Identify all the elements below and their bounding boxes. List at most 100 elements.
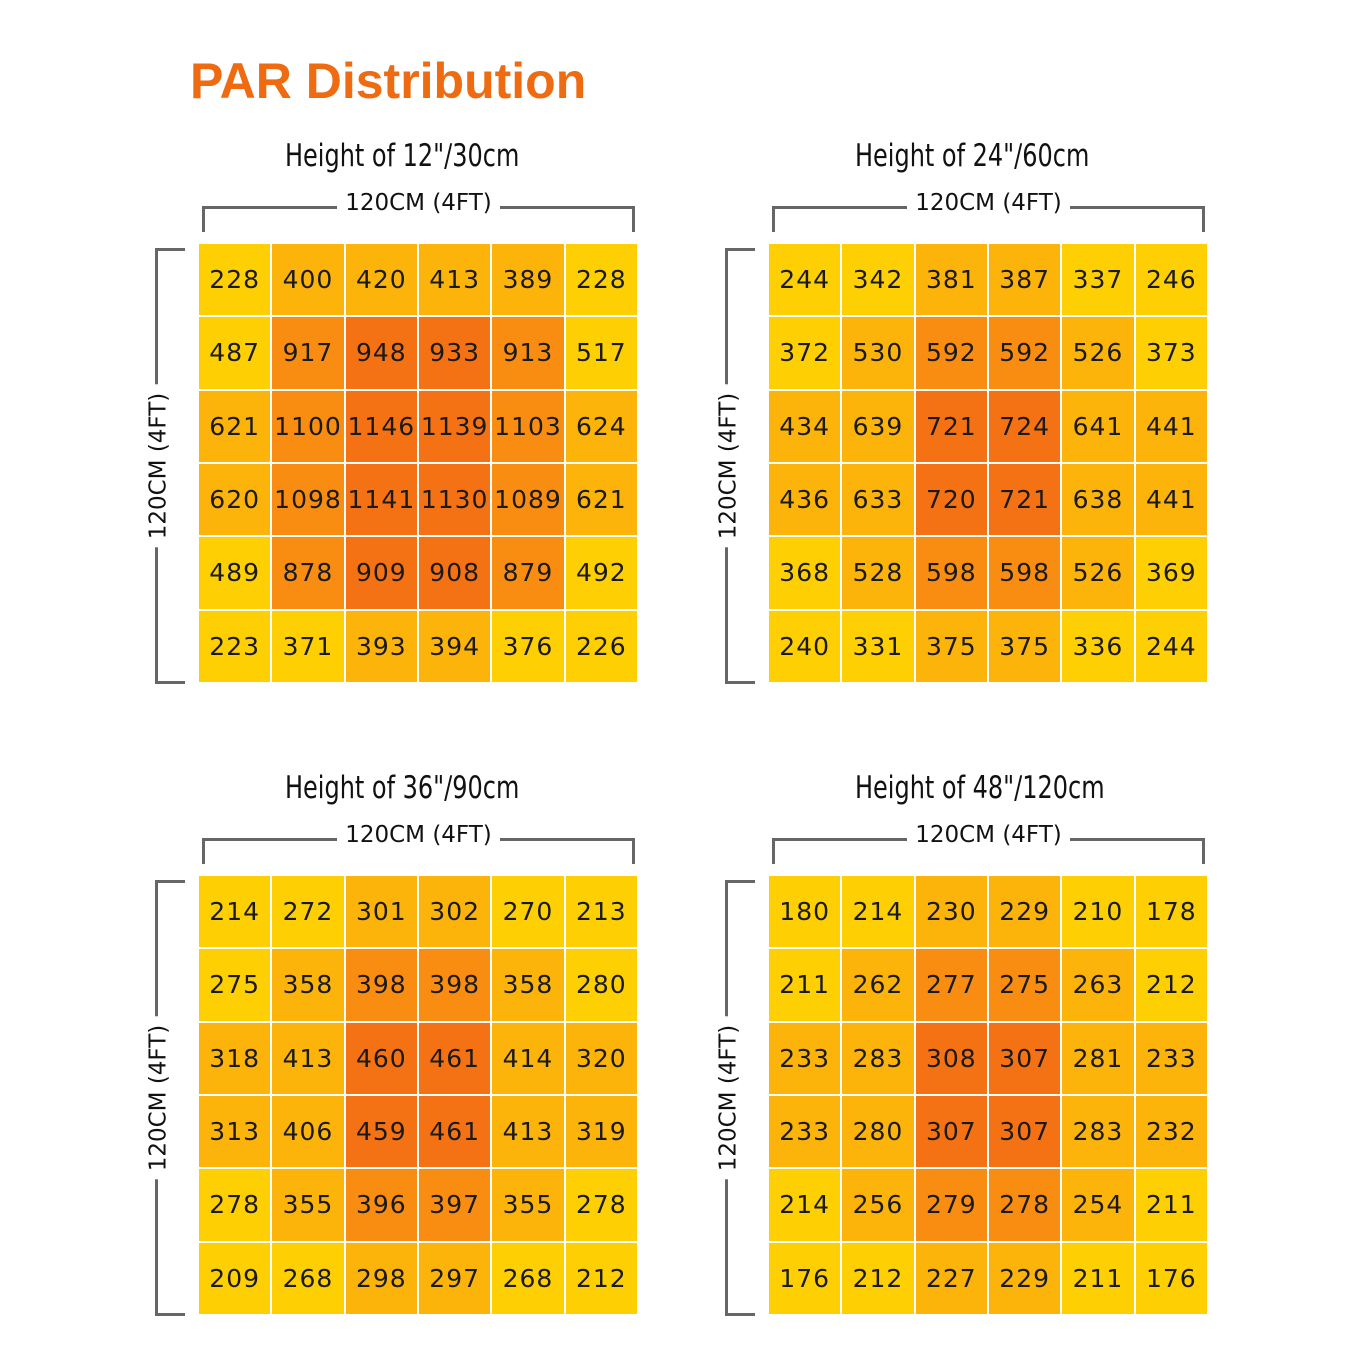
heatmap-cell: 1130	[418, 463, 492, 537]
panel-48in: Height of 48"/120cm 120CM (4FT) 120CM (4…	[715, 770, 1275, 1370]
heatmap-cell: 461	[418, 1021, 492, 1095]
heatmap-cell: 331	[841, 609, 915, 683]
heatmap-cell: 281	[1061, 1021, 1135, 1095]
heatmap-cell: 246	[1134, 243, 1208, 317]
heatmap-cell: 227	[914, 1241, 988, 1315]
width-label: 120CM (4FT)	[907, 190, 1070, 216]
heatmap-cell: 372	[768, 316, 842, 390]
panel-36in: Height of 36"/90cm 120CM (4FT) 120CM (4F…	[145, 770, 705, 1370]
heatmap-cell: 254	[1061, 1168, 1135, 1242]
heatmap-cell: 879	[491, 536, 565, 610]
heatmap-cell: 336	[1061, 609, 1135, 683]
heatmap-cell: 878	[271, 536, 345, 610]
heatmap-cell: 413	[271, 1021, 345, 1095]
heatmap-cell: 278	[564, 1168, 638, 1242]
depth-label: 120CM (4FT)	[715, 384, 742, 548]
heatmap-cell: 620	[198, 463, 272, 537]
heatmap-cell: 223	[198, 609, 272, 683]
heatmap-cell: 280	[564, 948, 638, 1022]
heatmap-cell: 461	[418, 1095, 492, 1169]
heatmap-cell: 211	[768, 948, 842, 1022]
par-heatmap-grid: 228 400 420 413 389 228 487 917 948 933 913 517 621 1…	[198, 243, 638, 683]
heatmap-cell: 210	[1061, 875, 1135, 949]
heatmap-cell: 376	[491, 609, 565, 683]
heatmap-cell: 641	[1061, 389, 1135, 463]
heatmap-cell: 948	[344, 316, 418, 390]
heatmap-cell: 389	[491, 243, 565, 317]
heatmap-cell: 212	[841, 1241, 915, 1315]
heatmap-cell: 621	[198, 389, 272, 463]
heatmap-cell: 337	[1061, 243, 1135, 317]
heatmap-cell: 358	[271, 948, 345, 1022]
heatmap-cell: 212	[564, 1241, 638, 1315]
heatmap-cell: 406	[271, 1095, 345, 1169]
heatmap-cell: 624	[564, 389, 638, 463]
heatmap-cell: 460	[344, 1021, 418, 1095]
heatmap-cell: 256	[841, 1168, 915, 1242]
heatmap-cell: 413	[491, 1095, 565, 1169]
heatmap-cell: 526	[1061, 316, 1135, 390]
heatmap-cell: 176	[1134, 1241, 1208, 1315]
heatmap-cell: 459	[344, 1095, 418, 1169]
par-heatmap-grid: 214 272 301 302 270 213 275 358 398 398 358 280 318 4…	[198, 875, 638, 1315]
heatmap-cell: 489	[198, 536, 272, 610]
heatmap-cell: 396	[344, 1168, 418, 1242]
heatmap-cell: 268	[491, 1241, 565, 1315]
heatmap-cell: 283	[1061, 1095, 1135, 1169]
heatmap-cell: 262	[841, 948, 915, 1022]
heatmap-cell: 277	[914, 948, 988, 1022]
panel-title: Height of 48"/120cm	[855, 770, 1105, 806]
heatmap-cell: 211	[1061, 1241, 1135, 1315]
heatmap-cell: 436	[768, 463, 842, 537]
panel-24in: Height of 24"/60cm 120CM (4FT) 120CM (4F…	[715, 138, 1275, 738]
heatmap-cell: 1146	[344, 389, 418, 463]
heatmap-cell: 398	[344, 948, 418, 1022]
heatmap-cell: 214	[198, 875, 272, 949]
heatmap-cell: 268	[271, 1241, 345, 1315]
heatmap-cell: 487	[198, 316, 272, 390]
heatmap-cell: 355	[491, 1168, 565, 1242]
width-label: 120CM (4FT)	[907, 822, 1070, 848]
heatmap-cell: 420	[344, 243, 418, 317]
heatmap-cell: 232	[1134, 1095, 1208, 1169]
heatmap-cell: 228	[198, 243, 272, 317]
heatmap-cell: 342	[841, 243, 915, 317]
par-heatmap-grid: 244 342 381 387 337 246 372 530 592 592 526 373 434 6…	[768, 243, 1208, 683]
heatmap-cell: 307	[988, 1095, 1062, 1169]
heatmap-cell: 209	[198, 1241, 272, 1315]
depth-label: 120CM (4FT)	[145, 1016, 172, 1180]
heatmap-cell: 917	[271, 316, 345, 390]
heatmap-cell: 228	[564, 243, 638, 317]
heatmap-cell: 229	[988, 1241, 1062, 1315]
heatmap-cell: 212	[1134, 948, 1208, 1022]
heatmap-cell: 720	[914, 463, 988, 537]
par-heatmap-grid: 180 214 230 229 210 178 211 262 277 275 263 212 233 2…	[768, 875, 1208, 1315]
heatmap-cell: 373	[1134, 316, 1208, 390]
heatmap-cell: 211	[1134, 1168, 1208, 1242]
heatmap-cell: 371	[271, 609, 345, 683]
heatmap-cell: 233	[768, 1021, 842, 1095]
depth-label: 120CM (4FT)	[715, 1016, 742, 1180]
heatmap-cell: 358	[491, 948, 565, 1022]
heatmap-cell: 375	[988, 609, 1062, 683]
panel-12in: Height of 12"/30cm 120CM (4FT) 120CM (4F…	[145, 138, 705, 738]
panel-title: Height of 24"/60cm	[855, 138, 1090, 174]
heatmap-cell: 721	[914, 389, 988, 463]
heatmap-cell: 313	[198, 1095, 272, 1169]
heatmap-cell: 283	[841, 1021, 915, 1095]
heatmap-cell: 297	[418, 1241, 492, 1315]
heatmap-cell: 214	[768, 1168, 842, 1242]
heatmap-cell: 213	[564, 875, 638, 949]
depth-label: 120CM (4FT)	[145, 384, 172, 548]
heatmap-cell: 226	[564, 609, 638, 683]
heatmap-cell: 397	[418, 1168, 492, 1242]
heatmap-cell: 1089	[491, 463, 565, 537]
heatmap-cell: 275	[988, 948, 1062, 1022]
heatmap-cell: 394	[418, 609, 492, 683]
heatmap-cell: 301	[344, 875, 418, 949]
heatmap-cell: 1098	[271, 463, 345, 537]
heatmap-cell: 275	[198, 948, 272, 1022]
heatmap-cell: 180	[768, 875, 842, 949]
heatmap-cell: 381	[914, 243, 988, 317]
heatmap-cell: 368	[768, 536, 842, 610]
